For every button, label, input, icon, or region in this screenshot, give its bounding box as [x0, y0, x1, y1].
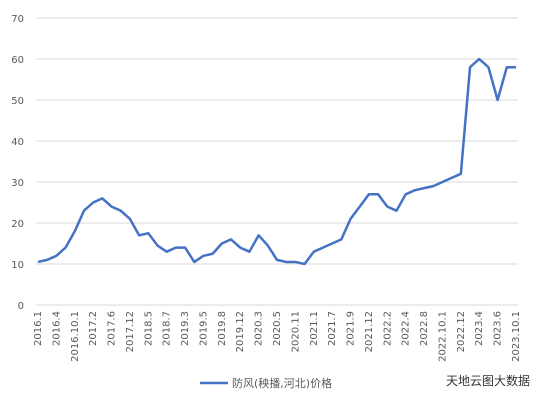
- x-tick-label: 2023.6: [493, 311, 504, 346]
- legend-label: 防风(秧播,河北)价格: [232, 376, 332, 390]
- y-tick-label: 40: [11, 137, 24, 148]
- x-tick-label: 2019.8: [217, 311, 228, 346]
- x-tick-label: 2019.12: [235, 311, 246, 352]
- data-line: [37, 57, 516, 266]
- x-tick-label: 2022.12: [456, 311, 467, 352]
- x-tick-label: 2022.4: [401, 311, 412, 346]
- x-tick-label: 2017.12: [125, 311, 136, 352]
- x-tick-label: 2018.5: [143, 311, 154, 346]
- x-tick-label: 2016.10.1: [70, 311, 81, 362]
- x-tick-label: 2023.10.1: [511, 311, 522, 362]
- y-tick-label: 20: [11, 219, 24, 230]
- x-tick-label: 2021.7: [327, 311, 338, 346]
- y-tick-label: 30: [11, 178, 24, 189]
- watermark: 天地云图大数据: [446, 373, 530, 388]
- x-tick-label: 2017.2: [88, 311, 99, 346]
- x-tick-label: 2020.5: [272, 311, 283, 346]
- x-tick-label: 2022.2: [382, 311, 393, 346]
- x-tick-label: 2021.12: [364, 311, 375, 352]
- x-tick-label: 2020.3: [254, 311, 265, 346]
- x-tick-label: 2021.1: [309, 311, 320, 346]
- x-tick-label: 2021.9: [346, 311, 357, 346]
- x-tick-label: 2019.3: [180, 311, 191, 346]
- x-tick-label: 2022.10.1: [437, 311, 448, 362]
- x-tick-label: 2016.1: [33, 311, 44, 346]
- y-tick-label: 50: [11, 96, 24, 107]
- x-tick-label: 2016.4: [51, 311, 62, 346]
- y-tick-label: 0: [18, 301, 24, 312]
- y-tick-label: 70: [11, 14, 24, 25]
- x-tick-label: 2017.6: [107, 311, 118, 346]
- x-tick-label: 2020.11: [290, 311, 301, 352]
- x-tick-label: 2022.8: [419, 311, 430, 346]
- x-tick-label: 2023.4: [474, 311, 485, 346]
- y-tick-label: 10: [11, 260, 24, 271]
- y-tick-label: 60: [11, 55, 24, 66]
- x-tick-label: 2018.7: [162, 311, 173, 346]
- x-tick-label: 2019.5: [198, 311, 209, 346]
